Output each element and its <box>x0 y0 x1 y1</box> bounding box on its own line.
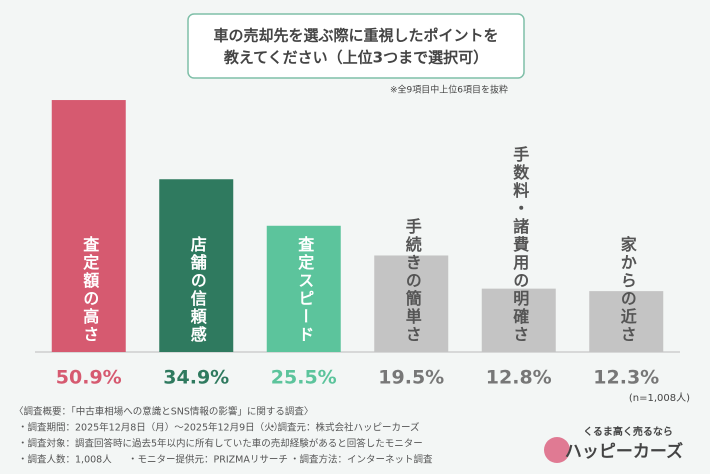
sample-size: (n=1,008人) <box>629 392 690 404</box>
bar <box>374 255 449 352</box>
footer: 〈調査概要：「中古車相場への意識とSNS情報の影響」に関する調査〉 ・調査期間：… <box>14 406 433 466</box>
value-label: 19.5% <box>378 367 444 389</box>
category-label: 査定スピード <box>295 235 315 344</box>
bar <box>159 179 234 352</box>
footer-item: ・モニター提供元：PRIZMAリサーチ <box>128 454 288 466</box>
title-box <box>187 13 525 79</box>
logo-icon <box>544 437 570 463</box>
chart-title: 教えてください（上位3つまで選択可） <box>223 49 488 67</box>
bar <box>481 288 556 352</box>
bar <box>589 291 664 352</box>
footer-item: ・調査人数：1,008人 <box>18 454 112 466</box>
footer-item: ・調査対象：調査回答時に過去5年以内に所有していた車の売却経験があると回答したモ… <box>18 438 423 450</box>
bar <box>266 225 341 352</box>
bar <box>51 100 126 352</box>
category-label: 店舗の信頼感 <box>188 235 208 344</box>
value-label: 25.5% <box>271 367 337 389</box>
footer-item: ・調査方法：インターネット調査 <box>290 454 433 466</box>
value-label: 50.9% <box>56 367 122 389</box>
category-label: 査定額の高さ <box>80 235 100 344</box>
value-label: 12.8% <box>486 367 552 389</box>
logo-tagline: くるま高く売るなら <box>583 425 673 438</box>
chart-title: 車の売却先を選ぶ際に重視したポイントを <box>213 27 498 45</box>
footer-title: 〈調査概要：「中古車相場への意識とSNS情報の影響」に関する調査〉 <box>14 406 313 418</box>
logo-name: ハッピーカーズ <box>565 441 683 462</box>
value-label: 34.9% <box>163 367 229 389</box>
footer-item: ・調査期間：2025年12月8日（月）～2025年12月9日（火） <box>18 422 283 434</box>
value-label: 12.3% <box>593 367 659 389</box>
category-label: 家からの近さ <box>618 235 637 344</box>
note: ※全9項目中上位6項目を抜粋 <box>390 84 508 96</box>
footer-item: ・調査元：株式会社ハッピーカーズ <box>268 422 420 434</box>
category-label: 手続きの簡単さ <box>403 217 423 344</box>
category-label: 手数料・諸費用の明確さ <box>510 145 529 344</box>
logo: くるま高く売るなら ハッピーカーズ <box>544 425 683 463</box>
